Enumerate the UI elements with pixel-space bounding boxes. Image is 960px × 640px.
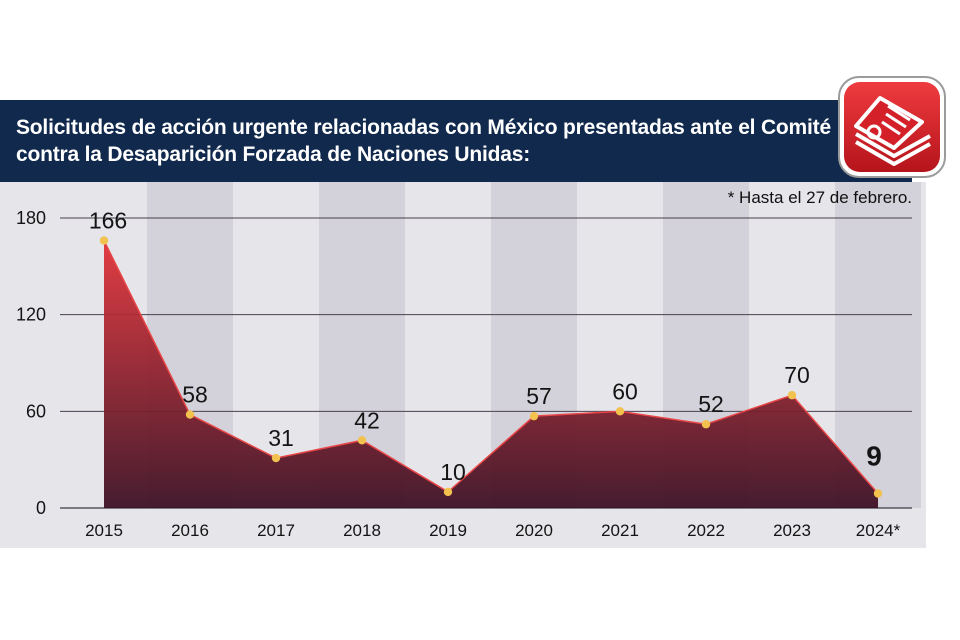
data-label: 58 [182,382,208,408]
x-tick-label: 2018 [343,521,381,540]
data-point [787,391,797,400]
y-tick-label: 120 [16,305,46,325]
data-point [357,436,367,445]
x-tick-label: 2021 [601,521,639,540]
data-label: 166 [89,208,127,234]
data-point [271,453,281,463]
y-tick-label: 0 [36,498,46,518]
data-label: 70 [784,362,810,388]
data-point [443,487,453,497]
x-tick-label: 2015 [85,521,123,540]
data-point [615,407,625,416]
y-tick-label: 180 [16,208,46,228]
chart-title: Solicitudes de acción urgente relacionad… [16,116,831,166]
data-point [873,489,883,498]
x-tick-label: 2016 [171,521,209,540]
x-tick-label: 2022 [687,521,725,540]
data-point [99,236,109,245]
footnote: * Hasta el 27 de febrero. [727,188,912,207]
area-chart: 166 58 31 42 10 57 60 52 70 9 0 60 120 180 2015 2016 2… [16,182,921,540]
y-tick-label: 60 [26,401,46,421]
x-tick-label: 2019 [429,521,467,540]
data-label: 52 [698,391,724,417]
document-stack-icon [838,76,946,178]
data-label: 10 [440,459,466,485]
data-label: 60 [612,378,638,404]
chart-header: Solicitudes de acción urgente relacionad… [0,100,912,182]
data-point [701,420,711,429]
data-label: 42 [354,407,380,433]
data-label: 31 [268,425,294,451]
x-tick-label: 2023 [773,521,811,540]
x-tick-label: 2020 [515,521,553,540]
data-label: 57 [526,383,552,409]
x-tick-label: 2017 [257,521,295,540]
data-label: 9 [866,441,882,472]
series-area [104,240,878,509]
data-point [185,410,195,419]
x-tick-label: 2024* [856,521,901,540]
column-stripe [835,182,921,508]
series-line [103,240,879,494]
data-point [529,411,539,421]
